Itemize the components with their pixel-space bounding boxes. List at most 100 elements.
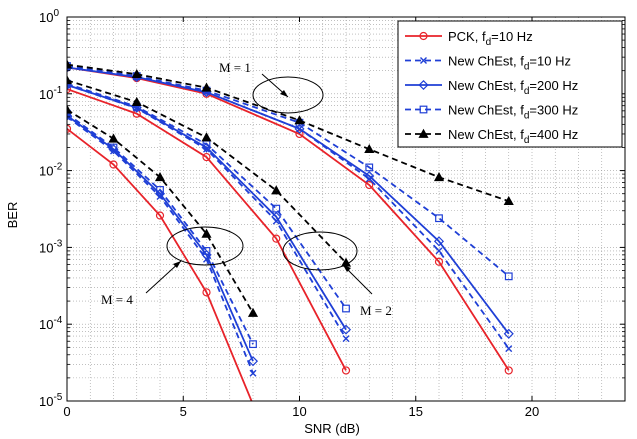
data-point	[365, 180, 374, 190]
legend-entry: New ChEst, fd=300 Hz	[405, 103, 578, 122]
m2-arrowhead	[343, 265, 351, 272]
x-tick-label: 10	[292, 404, 306, 419]
legend-entry: New ChEst, fd=200 Hz	[405, 78, 578, 97]
data-point	[201, 132, 212, 142]
legend-label: New ChEst, fd=10 Hz	[448, 54, 571, 73]
legend-swatch-marker	[419, 31, 428, 41]
y-tick-label: 10-3	[39, 238, 63, 255]
data-point	[504, 366, 513, 375]
y-tick-label: 10-1	[39, 85, 63, 102]
series-line	[67, 112, 254, 345]
data-point	[433, 171, 445, 182]
legend-swatch-marker	[420, 57, 427, 64]
data-point	[435, 247, 443, 255]
data-point	[503, 195, 514, 206]
data-point	[249, 340, 257, 349]
data-point	[108, 133, 119, 143]
data-point	[249, 369, 257, 377]
data-point	[365, 163, 374, 172]
data-point	[340, 324, 352, 335]
data-point	[202, 152, 211, 162]
data-point	[131, 96, 142, 106]
data-point	[247, 356, 259, 367]
x-tick-label: 5	[180, 404, 187, 419]
x-tick-label: 20	[525, 404, 539, 419]
data-point	[294, 115, 305, 125]
series-line	[67, 128, 253, 401]
data-point	[364, 170, 375, 182]
data-point	[341, 366, 351, 375]
data-point	[67, 124, 72, 133]
data-point	[155, 211, 165, 220]
data-point	[503, 328, 514, 339]
data-point	[434, 257, 444, 266]
data-point	[271, 185, 282, 195]
y-tick-label: 10-5	[39, 392, 63, 409]
legend-entry: PCK, fd=10 Hz	[405, 29, 533, 48]
m2-label: M = 2	[360, 303, 392, 318]
data-point	[342, 335, 350, 343]
y-tick-label: 10-4	[39, 315, 63, 332]
y-axis-label: BER	[5, 202, 20, 229]
data-point	[109, 143, 118, 152]
legend-box	[397, 20, 623, 148]
data-point	[131, 68, 142, 79]
data-point	[271, 211, 282, 222]
x-axis-label: SNR (dB)	[304, 421, 360, 436]
axis-ticks: 0 5 10 15 20 10-5 10-4 10-3 10-2 10-1 100	[39, 8, 625, 419]
data-point	[295, 129, 304, 139]
data-point	[201, 82, 212, 92]
x-tick-label: 15	[409, 404, 423, 419]
m4-arrow	[145, 260, 182, 294]
legend: PCK, fd=10 Hz New ChEst, fd=10 Hz New ChEs…	[397, 20, 623, 148]
x-tick-label: 0	[63, 404, 70, 419]
data-point	[201, 228, 212, 238]
y-tick-label: 10-2	[39, 162, 63, 179]
legend-entry: New ChEst, fd=10 Hz	[405, 54, 571, 73]
series-line	[67, 88, 347, 371]
data-point	[364, 143, 375, 154]
plot-frame	[66, 16, 626, 402]
data-point	[156, 186, 164, 194]
annotations: M = 1 M = 2 M = 4	[101, 60, 392, 318]
data-point	[202, 288, 211, 297]
series-m4-0	[67, 124, 253, 401]
series-line	[67, 82, 347, 310]
data-point	[67, 85, 72, 94]
m4-ellipse	[166, 226, 244, 266]
legend-swatch-marker	[419, 105, 428, 114]
m1-label: M = 1	[219, 60, 251, 75]
data-point	[294, 123, 305, 134]
m4-label: M = 4	[101, 292, 133, 307]
data-point	[156, 193, 164, 200]
data-point	[272, 204, 281, 213]
legend-label: PCK, fd=10 Hz	[448, 29, 533, 48]
data-point	[67, 75, 73, 85]
data-point	[272, 234, 281, 243]
data-point	[504, 272, 513, 281]
curves	[67, 59, 514, 401]
legend-label: New ChEst, fd=200 Hz	[448, 78, 578, 97]
m4-arrowhead	[173, 261, 181, 268]
series-m1-4	[67, 59, 514, 206]
data-point	[67, 59, 73, 69]
legend-entry: New ChEst, fd=400 Hz	[405, 127, 578, 146]
data-point	[342, 304, 350, 313]
data-point	[435, 214, 443, 223]
legend-label: New ChEst, fd=300 Hz	[448, 103, 578, 122]
m2-ellipse	[282, 231, 358, 271]
data-point	[154, 171, 166, 182]
data-point	[433, 236, 445, 247]
y-tick-label: 100	[39, 8, 59, 25]
data-point	[202, 247, 211, 255]
data-point	[247, 307, 259, 317]
data-point	[505, 345, 513, 353]
series-m2-4	[67, 75, 352, 267]
m1-ellipse	[252, 76, 324, 114]
data-point	[109, 160, 118, 169]
legend-swatch-marker	[418, 128, 429, 138]
legend-swatch-marker	[418, 79, 429, 91]
m1-arrowhead	[280, 90, 288, 97]
legend-label: New ChEst, fd=400 Hz	[448, 127, 578, 146]
